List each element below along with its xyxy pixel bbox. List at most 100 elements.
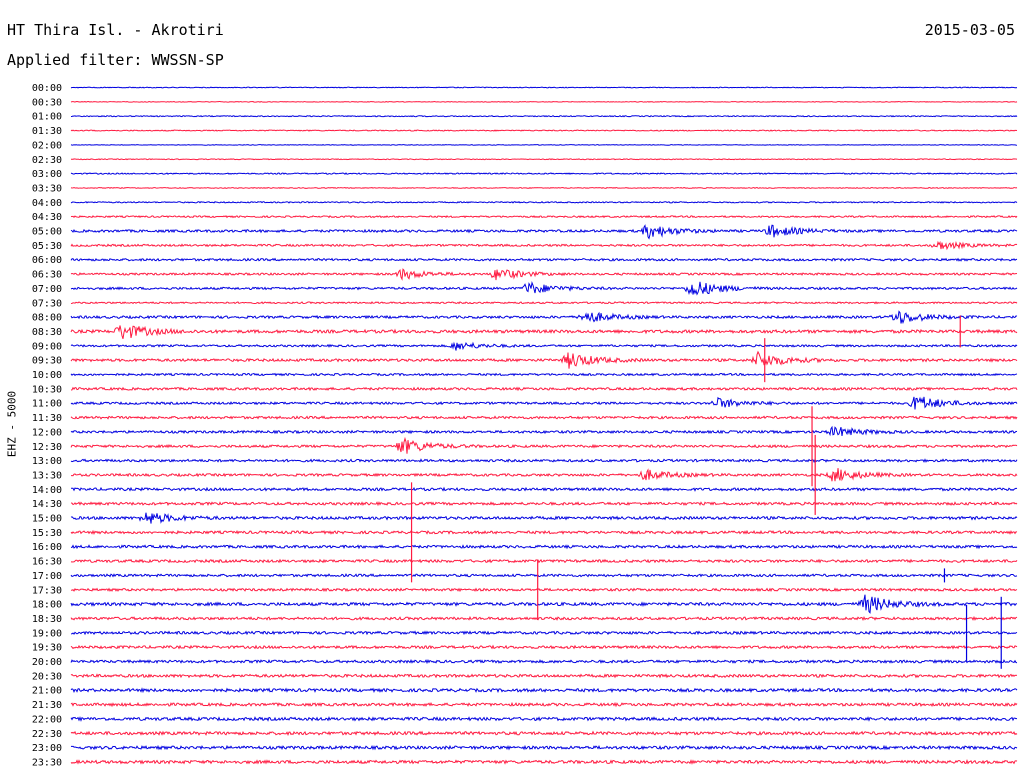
trace-line-0330: [70, 186, 1018, 189]
row-time-label: 02:30: [32, 155, 62, 166]
trace-line-0600: [70, 257, 1018, 262]
trace-line-1800: [70, 594, 1018, 614]
trace-line-1130: [70, 415, 1018, 420]
station-title: HT Thira Isl. - Akrotiri: [7, 21, 224, 39]
trace-line-0930: [70, 350, 1018, 369]
row-time-label: 12:00: [32, 427, 62, 438]
row-time-label: 20:30: [32, 671, 62, 682]
trace-line-0000: [70, 86, 1018, 89]
row-time-label: 00:30: [32, 97, 62, 108]
trace-line-1600: [70, 544, 1018, 550]
row-time-label: 14:00: [32, 485, 62, 496]
trace-line-1030: [70, 386, 1018, 392]
trace-line-0830: [70, 325, 1018, 340]
row-time-label: 05:00: [32, 227, 62, 238]
row-time-label: 01:00: [32, 112, 62, 123]
row-time-label: 16:30: [32, 557, 62, 568]
row-time-label: 22:30: [32, 729, 62, 740]
row-time-label: 04:00: [32, 198, 62, 209]
trace-line-1200: [70, 425, 1018, 437]
trace-line-0900: [70, 341, 1018, 351]
trace-line-0530: [70, 240, 1018, 251]
trace-line-1500: [70, 512, 1018, 524]
row-time-label: 17:30: [32, 585, 62, 596]
trace-line-0100: [71, 115, 1018, 118]
row-time-label: 04:30: [32, 212, 62, 223]
trace-line-1400: [70, 486, 1018, 492]
trace-line-1830: [70, 615, 1018, 622]
row-time-label: 22:00: [32, 714, 62, 725]
trace-line-0430: [70, 215, 1018, 219]
row-time-label: 07:30: [32, 298, 62, 309]
trace-line-1900: [70, 630, 1018, 636]
row-time-label: 08:00: [32, 313, 62, 324]
trace-line-0400: [70, 200, 1018, 204]
row-time-label: 21:00: [32, 686, 62, 697]
trace-line-1000: [70, 372, 1018, 377]
row-time-label: 20:00: [32, 657, 62, 668]
row-time-label: 23:30: [32, 757, 62, 768]
row-time-label: 17:00: [32, 571, 62, 582]
row-time-label: 15:00: [32, 514, 62, 525]
date-label: 2015-03-05: [924, 21, 1015, 39]
row-time-label: 13:00: [32, 456, 62, 467]
row-time-label: 10:30: [32, 384, 62, 395]
row-time-label: 11:00: [32, 399, 62, 410]
trace-line-1730: [70, 587, 1018, 593]
row-time-label: 16:00: [32, 542, 62, 553]
trace-line-0030: [70, 100, 1018, 103]
trace-line-0200: [70, 144, 1018, 146]
trace-line-1630: [70, 558, 1018, 564]
row-time-label: 23:00: [32, 743, 62, 754]
row-time-label: 11:30: [32, 413, 62, 424]
row-time-label: 03:30: [32, 183, 62, 194]
row-time-label: 05:30: [32, 241, 62, 252]
row-time-label: 12:30: [32, 442, 62, 453]
trace-line-1330: [70, 468, 1018, 482]
row-time-label: 09:00: [32, 341, 62, 352]
row-time-label: 08:30: [32, 327, 62, 338]
trace-line-0700: [70, 280, 1018, 296]
row-time-label: 07:00: [32, 284, 62, 295]
trace-line-1700: [70, 573, 1018, 578]
trace-line-2300: [70, 744, 1018, 751]
trace-line-1230: [70, 436, 1018, 454]
filter-label: Applied filter: WWSSN-SP: [7, 51, 224, 69]
row-time-label: 06:30: [32, 270, 62, 281]
trace-line-0130: [70, 129, 1018, 132]
trace-line-1930: [70, 644, 1018, 650]
row-time-label: 15:30: [32, 528, 62, 539]
trace-line-2230: [70, 730, 1018, 736]
trace-line-1430: [70, 501, 1018, 507]
row-time-label: 18:30: [32, 614, 62, 625]
row-time-label: 19:30: [32, 643, 62, 654]
row-time-label: 09:30: [32, 356, 62, 367]
row-time-label: 21:30: [32, 700, 62, 711]
row-labels-group: 00:00 00:30 01:00 01:30 02:00 02:30 03:00 03:30…: [32, 83, 62, 768]
trace-line-1300: [70, 458, 1018, 463]
trace-line-0630: [70, 268, 1018, 281]
row-time-label: 06:00: [32, 255, 62, 266]
trace-line-2030: [70, 673, 1018, 679]
trace-line-0800: [70, 310, 1018, 325]
row-time-label: 03:00: [32, 169, 62, 180]
trace-line-0500: [70, 224, 1018, 240]
row-time-label: 10:00: [32, 370, 62, 381]
row-time-label: 18:00: [32, 600, 62, 611]
trace-line-2130: [70, 701, 1018, 708]
row-time-label: 19:00: [32, 628, 62, 639]
trace-line-2200: [70, 716, 1018, 722]
traces-group: [70, 86, 1018, 765]
trace-line-2100: [70, 687, 1018, 694]
trace-line-2330: [70, 759, 1018, 765]
trace-line-1530: [70, 529, 1018, 535]
row-time-label: 02:00: [32, 140, 62, 151]
row-time-label: 00:00: [32, 83, 62, 94]
row-time-label: 13:30: [32, 470, 62, 481]
trace-line-0730: [70, 301, 1018, 305]
row-time-label: 14:30: [32, 499, 62, 510]
trace-line-0230: [70, 158, 1018, 161]
trace-line-0300: [70, 172, 1018, 175]
trace-line-2000: [70, 658, 1018, 665]
